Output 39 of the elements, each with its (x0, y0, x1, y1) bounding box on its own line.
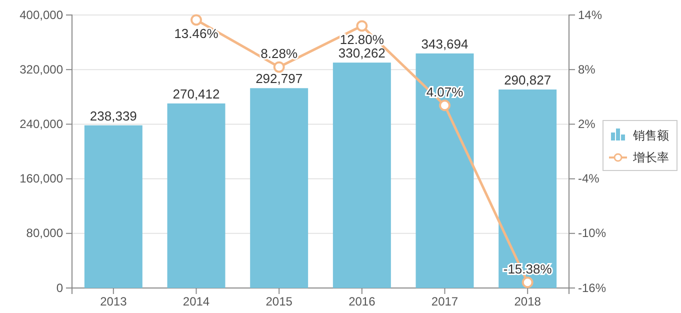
y2-tick-label: -10% (578, 226, 606, 240)
y-tick-label: 80,000 (26, 226, 64, 240)
bar (498, 90, 557, 288)
data-label: 8.28% (260, 46, 298, 62)
point (439, 100, 450, 112)
y2-tick-label: -4% (578, 172, 600, 186)
y2-tick-label: -16% (578, 280, 606, 295)
data-label: 13.46% (174, 26, 219, 41)
y2-tick-label: 2% (578, 117, 596, 132)
bar (84, 125, 142, 288)
x-tick-label: 2017 (431, 294, 458, 309)
data-label: 270,412 (172, 86, 220, 102)
y2-tick-label: 8% (578, 62, 596, 76)
y-tick-label: 400,000 (20, 8, 64, 22)
y-tick-label: 240,000 (20, 117, 64, 132)
x-tick-label: 2013 (100, 294, 128, 309)
point (273, 61, 285, 73)
x-tick-label: 2018 (514, 294, 542, 309)
data-label: 330,262 (338, 46, 386, 61)
x-tick-label: 2016 (348, 294, 376, 309)
y-tick-label: 320,000 (20, 62, 64, 76)
y-tick-label: 160,000 (20, 172, 64, 186)
y-tick-label: 0 (56, 280, 64, 295)
point (522, 276, 534, 288)
bar (416, 53, 474, 288)
legend-label: 增长率 (632, 150, 669, 164)
x-tick-label: 2015 (266, 294, 293, 309)
data-label: 343,694 (421, 36, 468, 52)
x-tick-label: 2014 (182, 294, 210, 309)
data-label: 292,797 (256, 71, 303, 86)
legend-label: 销售额 (632, 128, 669, 142)
data-label: 238,339 (90, 108, 137, 124)
point (190, 14, 202, 26)
bar (332, 62, 391, 288)
point (356, 20, 368, 32)
y2-tick-label: 14% (578, 8, 602, 22)
bar (167, 103, 226, 288)
data-label: 290,827 (504, 72, 552, 88)
bar (250, 88, 308, 288)
